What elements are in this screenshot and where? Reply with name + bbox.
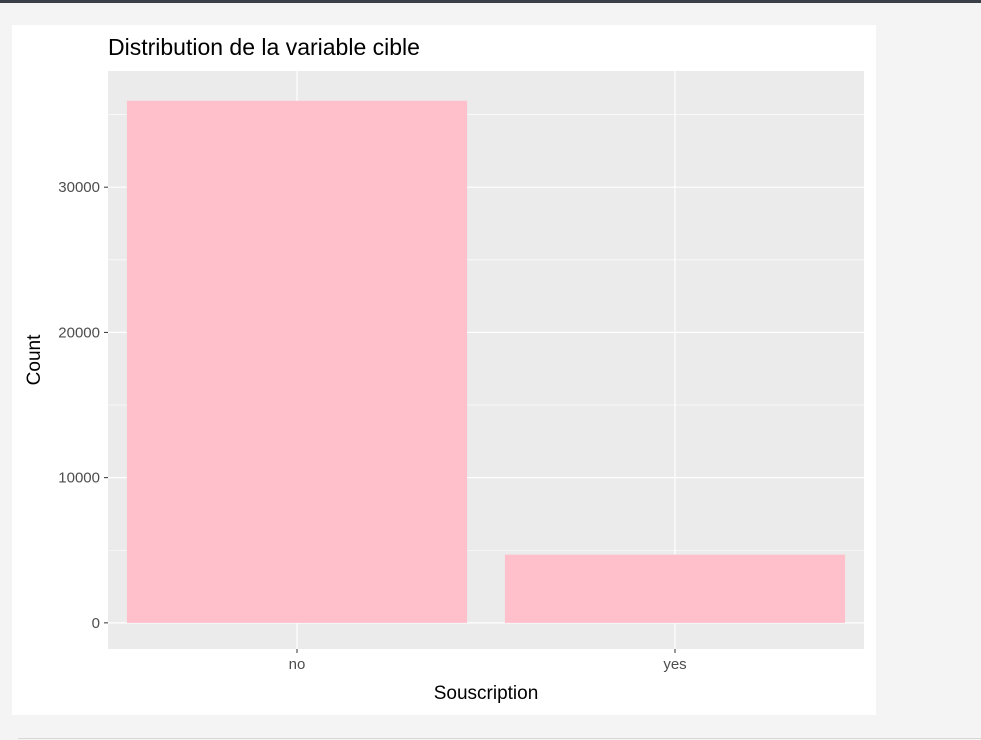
y-axis-title: Count	[24, 334, 45, 385]
y-tick-label: 20000	[58, 324, 100, 341]
x-axis-title: Souscription	[434, 683, 539, 704]
y-axis: 0 10000 20000 30000	[58, 179, 108, 632]
y-tick-label: 30000	[58, 179, 100, 196]
window-top-bar	[0, 0, 981, 3]
x-tick-label: no	[289, 656, 306, 673]
x-tick-label: yes	[663, 656, 686, 673]
bar-yes	[504, 554, 846, 623]
plot-output: Distribution de la variable cible 0 10000…	[12, 25, 876, 715]
bottom-divider	[18, 738, 981, 739]
bar-no	[126, 100, 468, 623]
chart-title: Distribution de la variable cible	[108, 34, 420, 60]
y-tick-label: 10000	[58, 470, 100, 487]
y-tick-label: 0	[92, 615, 100, 632]
bar-chart: Distribution de la variable cible 0 10000…	[24, 34, 864, 704]
bars	[126, 100, 846, 623]
x-axis: no yes	[289, 649, 687, 673]
